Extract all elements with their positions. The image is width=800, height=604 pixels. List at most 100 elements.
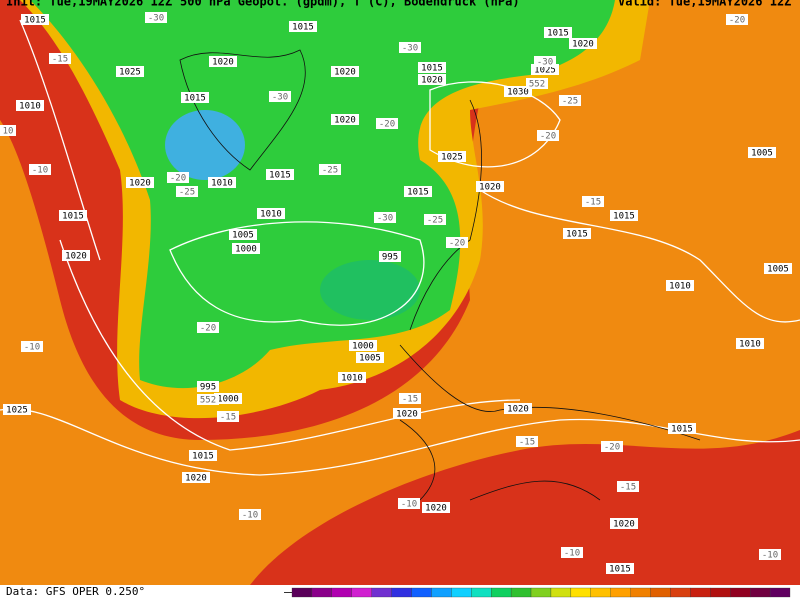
colorbar-swatch xyxy=(630,587,651,598)
cold-core xyxy=(165,110,245,180)
colorbar-swatch xyxy=(590,587,611,598)
isobar-label: 1010 xyxy=(341,374,363,384)
isobar-label: 1010 xyxy=(260,210,282,220)
temperature-label-box xyxy=(582,196,604,207)
init-time: Init: Tue,19MAY2026 12Z xyxy=(6,0,172,9)
isobar-label: 1015 xyxy=(613,212,635,222)
colorbar-swatch xyxy=(570,587,591,598)
isobar-label-box xyxy=(209,56,237,67)
colorbar-swatch xyxy=(550,587,572,598)
colorbar-swatch xyxy=(311,587,332,598)
isobar-label: 1015 xyxy=(292,23,314,33)
isobar-label: 1020 xyxy=(421,76,443,86)
isobar-label-box xyxy=(610,210,638,221)
temperature-label-box xyxy=(0,125,16,136)
isobar-label-box xyxy=(214,393,242,404)
isobar-label-box xyxy=(666,280,694,291)
isobar-label: 1000 xyxy=(235,245,257,255)
temperature-label: 10 xyxy=(3,127,14,137)
temperature-label-box xyxy=(399,393,421,404)
temperature-label-box xyxy=(167,172,189,183)
temperature-label-box xyxy=(145,12,167,23)
isobar-label-box xyxy=(21,14,49,25)
warm-region xyxy=(0,0,800,585)
colorbar-swatch xyxy=(411,587,432,598)
isobar-label-box xyxy=(289,21,317,32)
temperature-label: -20 xyxy=(200,324,216,334)
isobar-label-box xyxy=(379,251,401,262)
isobar-label-box xyxy=(544,27,572,38)
temperature-label: -30 xyxy=(377,214,393,224)
isobar-label-box xyxy=(606,563,634,574)
low-center xyxy=(320,260,420,320)
isobar-label-box xyxy=(393,408,421,419)
colorbar-swatch xyxy=(670,587,691,598)
isobar-label-box xyxy=(266,169,294,180)
temperature-label-box xyxy=(176,186,198,197)
temperature-label: -15 xyxy=(402,395,418,405)
isobar-label: 1010 xyxy=(739,340,761,350)
colorbar-swatch xyxy=(351,587,372,598)
isobar-label: 1005 xyxy=(751,149,773,159)
isobar-label: 1005 xyxy=(232,231,254,241)
isobar-label: 1030 xyxy=(507,88,529,98)
colorbar-swatch xyxy=(391,587,412,598)
colorbar-swatch xyxy=(431,587,452,598)
temperature-label: -15 xyxy=(620,483,636,493)
isobar-label-box xyxy=(197,381,219,392)
isobar-label: 1015 xyxy=(407,188,429,198)
isobar-label: 1015 xyxy=(62,212,84,222)
isobar-label-box xyxy=(232,243,260,254)
temperature-label-box xyxy=(376,118,398,129)
isobar-label-box xyxy=(181,92,209,103)
temperature-label: -10 xyxy=(401,500,417,510)
isobar-label-box xyxy=(748,147,776,158)
colorbar-swatch xyxy=(530,587,552,598)
isobar-label: 1000 xyxy=(217,395,239,405)
isobar-label-box xyxy=(569,38,597,49)
temperature-label: -25 xyxy=(427,216,443,226)
temperature-label: -10 xyxy=(762,551,778,561)
isobar-label: 1015 xyxy=(421,64,443,74)
isobar-label-box xyxy=(349,340,377,351)
isobar-label-box xyxy=(331,66,359,77)
isobar-label-box xyxy=(182,472,210,483)
temperature-label: -10 xyxy=(564,549,580,559)
isobar-label-box xyxy=(438,151,466,162)
temperature-label-box xyxy=(21,341,43,352)
colorbar-swatch xyxy=(610,587,631,598)
valid-time: Valid: Tue,19MAY2026 12Z xyxy=(618,0,791,9)
isobar-label: 1020 xyxy=(479,183,501,193)
colorbar-swatch xyxy=(491,587,512,598)
isobar-label-box xyxy=(504,403,532,414)
isobar-label-box xyxy=(59,210,87,221)
isobar-label-box xyxy=(189,450,217,461)
isobar-label-box xyxy=(504,86,532,97)
temperature-label: -20 xyxy=(604,443,620,453)
temperature-label-box xyxy=(526,78,548,89)
isobar-label-box xyxy=(476,181,504,192)
temperature-label-box xyxy=(374,212,396,223)
colorbar-swatch xyxy=(710,587,731,598)
temperature-label-box xyxy=(424,214,446,225)
temperature-label: -25 xyxy=(562,97,578,107)
temperature-label: -30 xyxy=(148,14,164,24)
colorbar xyxy=(284,587,791,598)
isobar-label: 1020 xyxy=(65,252,87,262)
temperature-label-box xyxy=(197,322,219,333)
temperature-label: 552 xyxy=(200,396,216,406)
isobar-label: 1010 xyxy=(19,102,41,112)
isobar-label: 1020 xyxy=(129,179,151,189)
isobar-label: 1020 xyxy=(212,58,234,68)
isobar-label: 1005 xyxy=(767,265,789,275)
temperature-label: -25 xyxy=(322,166,338,176)
isobar-label: 1015 xyxy=(547,29,569,39)
isobar-label: 1015 xyxy=(184,94,206,104)
temperature-label: -30 xyxy=(537,58,553,68)
isobar-label-box xyxy=(404,186,432,197)
isobar-label-box xyxy=(764,263,792,274)
temperature-label-box xyxy=(29,164,51,175)
isobar-label-box xyxy=(331,114,359,125)
isobar-label: 995 xyxy=(382,253,398,263)
temperature-label-box xyxy=(516,436,538,447)
